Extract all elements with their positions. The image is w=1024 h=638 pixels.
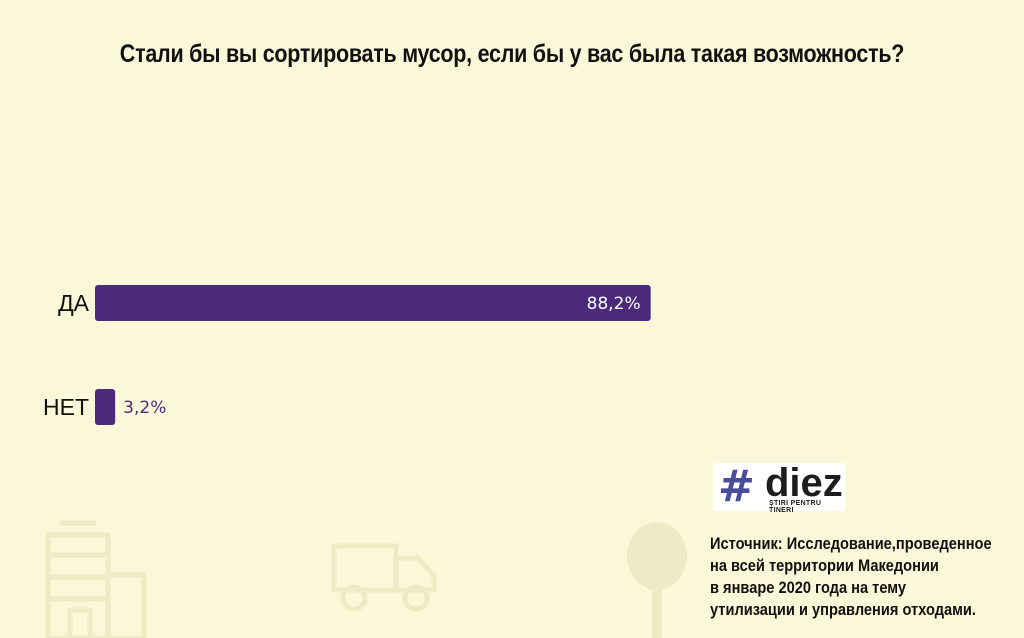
source-line: в январе 2020 года на тему bbox=[710, 578, 907, 597]
truck-icon bbox=[331, 543, 437, 612]
logo-word: diez bbox=[765, 461, 843, 505]
category-label: НЕТ bbox=[43, 394, 89, 420]
source-line: на всей территории Македонии bbox=[710, 556, 939, 575]
source-line: Источник: Исследование,проведенное bbox=[710, 534, 992, 553]
value-label: 3,2% bbox=[123, 398, 166, 418]
logo-hash: # bbox=[718, 461, 755, 512]
bar bbox=[95, 389, 116, 425]
tree-icon bbox=[627, 522, 687, 638]
diez-logo: # diez ȘTIRI PENTRU TINERI bbox=[713, 461, 845, 514]
chart-title: Стали бы вы сортировать мусор, если бы у… bbox=[119, 40, 905, 68]
value-label: 88,2% bbox=[587, 294, 641, 314]
source-note: Источник: Исследование,проведенное на вс… bbox=[710, 533, 994, 621]
source-line: утилизации и управления отходами. bbox=[710, 600, 976, 619]
logo-tagline: ȘTIRI PENTRU TINERI bbox=[769, 500, 822, 514]
building-icon bbox=[45, 520, 147, 638]
bar bbox=[95, 285, 651, 321]
category-label: ДА bbox=[58, 290, 90, 316]
